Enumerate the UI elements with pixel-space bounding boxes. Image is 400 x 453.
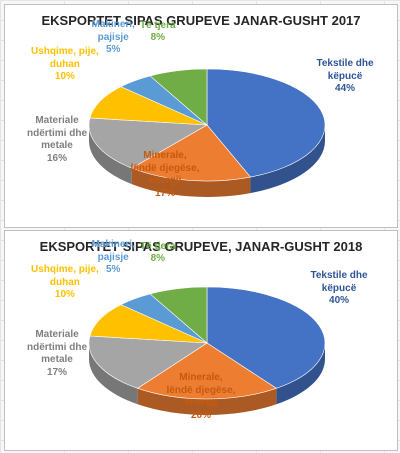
data-label-minerale: Minerale, lëndë djegëse, energji 20% [167, 372, 236, 422]
data-label-name: energji [184, 397, 218, 408]
data-label-name: pajisje [97, 251, 129, 263]
data-label-name: këpucë [321, 282, 357, 294]
pie-slice-tekstile[interactable] [206, 68, 326, 178]
data-label-name: Ushqime, pije, [31, 46, 99, 57]
data-label-percent: 44% [335, 83, 356, 94]
data-label-name: Minerale, [143, 150, 187, 161]
data-label-percent: 5% [105, 44, 121, 55]
pie-slice-materiale[interactable] [88, 335, 208, 389]
data-label-name: duhan [49, 58, 80, 70]
data-label-materiale: Materiale ndërtimi dhe metale 17% [27, 329, 87, 379]
pie-chart-svg [88, 286, 326, 415]
pie-slice-ushqime[interactable] [89, 86, 208, 126]
data-label-percent: 10% [54, 289, 75, 300]
pie-slice-materiale[interactable] [88, 117, 209, 169]
data-label-percent: 17% [47, 366, 68, 378]
data-label-percent: 17% [154, 187, 175, 199]
data-label-makineri: Makineri, pajisje 5% [92, 239, 135, 277]
data-label-ushqime: Ushqime, pije, duhan 10% [31, 264, 99, 302]
data-label-makineri: Makineri, pajisje 5% [92, 19, 135, 57]
data-label-name: Të tjera [140, 19, 176, 31]
pie-slice-tekstile[interactable] [206, 286, 326, 389]
data-label-percent: 16% [47, 152, 68, 164]
data-label-name: Minerale, [179, 372, 223, 383]
data-label-name: lëndë djegëse, [166, 384, 236, 396]
pie-side-tekstile [250, 125, 325, 194]
data-label-name: metale [41, 354, 73, 365]
data-label-name: energji [148, 175, 182, 186]
pie-slice-te-tjera[interactable] [149, 68, 208, 126]
data-label-name: Makineri, [91, 239, 135, 250]
data-label-percent: 10% [54, 71, 75, 82]
data-label-te-tjera: Të tjera 8% [140, 241, 176, 266]
pie-slice-minerale[interactable] [136, 342, 278, 400]
pie-chart-svg [88, 68, 326, 197]
data-label-name: pajisje [97, 31, 129, 43]
data-label-name: Makineri, [91, 19, 135, 30]
data-label-minerale: Minerale, lëndë djegëse, energji 17% [131, 150, 200, 200]
data-label-name: Materiale [35, 329, 79, 340]
data-label-ushqime: Ushqime, pije, duhan 10% [31, 46, 99, 84]
data-label-tekstile: Tekstile dhe këpucë 44% [317, 58, 374, 96]
data-label-percent: 5% [105, 264, 121, 275]
pie-side-materiale [89, 343, 138, 405]
pie-side-minerale [131, 168, 251, 197]
data-label-tekstile: Tekstile dhe këpucë 40% [311, 270, 368, 308]
data-label-name: duhan [49, 276, 80, 288]
data-label-name: Ushqime, pije, [31, 264, 99, 275]
data-label-te-tjera: Të tjera 8% [140, 20, 176, 45]
data-label-percent: 8% [150, 253, 166, 264]
chart-title: EKSPORTET SIPAS GRUPEVE JANAR-GUSHT 2017 [41, 13, 361, 28]
pie-side-minerale [137, 388, 277, 415]
data-label-name: këpucë [327, 70, 363, 82]
pie-side-materiale [89, 125, 132, 185]
pie-slice-te-tjera[interactable] [149, 286, 208, 344]
data-label-name: Të tjera [140, 240, 176, 252]
chart-title: EKSPORTET SIPAS GRUPEVE, JANAR-GUSHT 201… [39, 239, 363, 254]
data-label-name: Materiale [35, 115, 79, 126]
data-label-percent: 40% [329, 295, 350, 306]
data-label-materiale: Materiale ndërtimi dhe metale 16% [27, 115, 87, 165]
pie-slice-minerale[interactable] [131, 124, 251, 182]
pie-side-tekstile [276, 343, 325, 405]
data-label-percent: 8% [150, 32, 166, 43]
chart-2017[interactable]: EKSPORTET SIPAS GRUPEVE JANAR-GUSHT 2017… [4, 4, 398, 228]
data-label-name: metale [41, 140, 73, 151]
data-label-percent: 20% [190, 409, 211, 421]
chart-2018[interactable]: EKSPORTET SIPAS GRUPEVE, JANAR-GUSHT 201… [4, 230, 398, 451]
pie-slice-ushqime[interactable] [89, 304, 208, 344]
data-label-name: Tekstile dhe [310, 270, 368, 281]
data-label-name: ndërtimi dhe [27, 127, 88, 139]
data-label-name: lëndë djegëse, [130, 162, 200, 174]
data-label-name: ndërtimi dhe [27, 341, 88, 353]
data-label-name: Tekstile dhe [316, 58, 374, 69]
